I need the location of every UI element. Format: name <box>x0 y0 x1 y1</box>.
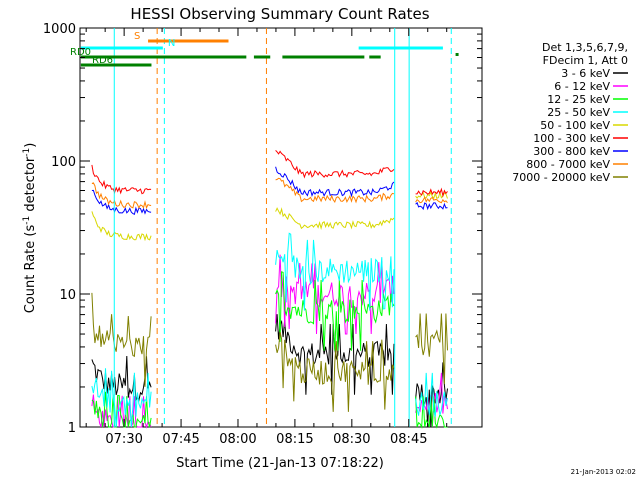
legend-label-5: 100 - 300 keV <box>533 132 610 145</box>
series-6-trace <box>415 201 448 211</box>
y-label-main: Count Rate (s <box>23 225 38 314</box>
series-8-trace <box>275 331 395 412</box>
y-label-sup2: -1 <box>22 148 32 157</box>
series-1 <box>91 254 448 429</box>
y-tick-label-1: 10 <box>59 288 76 303</box>
flag-label-rd6: RD6 <box>92 55 113 66</box>
series-6-trace <box>275 166 395 198</box>
series-8-trace <box>415 313 448 385</box>
series-2-trace <box>275 271 395 351</box>
legend-label-2: 12 - 25 keV <box>547 93 610 106</box>
series-4-trace <box>275 207 395 230</box>
y-label-mid: detector <box>23 156 38 216</box>
x-tick-label-2: 08:00 <box>219 432 256 447</box>
series-2-trace <box>415 396 448 429</box>
y-axis: 1 10 100 1000 <box>43 22 482 436</box>
series-6-trace <box>91 189 152 216</box>
x-axis-label: Start Time (21-Jan-13 07:18:22) <box>176 456 384 471</box>
legend-label-1: 6 - 12 keV <box>554 80 610 93</box>
series-3-trace <box>275 232 395 311</box>
flag-label-n: N <box>168 38 175 49</box>
legend-header-2: FDecim 1, Att 0 <box>543 54 628 67</box>
series-4-trace <box>91 211 152 242</box>
series-1-trace <box>275 254 395 335</box>
legend-label-6: 300 - 800 keV <box>533 145 610 158</box>
series-4 <box>91 190 448 242</box>
legend-label-4: 50 - 100 keV <box>540 119 610 132</box>
legend-label-8: 7000 - 20000 keV <box>512 171 610 184</box>
series-2-trace <box>91 391 152 428</box>
series-7-trace <box>91 182 152 210</box>
series-5 <box>91 150 448 198</box>
x-axis: 07:30 07:45 08:00 08:15 08:30 08:45 <box>85 28 448 447</box>
series-0-trace <box>91 355 152 402</box>
legend-label-7: 800 - 7000 keV <box>526 158 610 171</box>
footer-date: 21-Jan-2013 02:02 <box>571 468 636 476</box>
series-5-trace <box>415 187 448 198</box>
series-8 <box>91 292 448 412</box>
x-tick-label-4: 08:30 <box>333 432 370 447</box>
flag-label-rd0: RD0 <box>70 47 91 58</box>
series-6 <box>91 166 448 216</box>
series-4-trace <box>415 190 448 200</box>
y-tick-label-0: 1 <box>68 421 76 436</box>
legend-label-0: 3 - 6 keV <box>561 67 610 80</box>
event-lines <box>113 28 452 427</box>
legend-header-1: Det 1,3,5,6,7,9, <box>542 41 628 54</box>
series-5-trace <box>275 150 395 179</box>
legend: Det 1,3,5,6,7,9, FDecim 1, Att 0 3 - 6 k… <box>512 41 628 184</box>
y-label-end: ) <box>23 143 38 148</box>
y-label-sup1: -1 <box>22 216 32 225</box>
x-tick-label-3: 08:15 <box>276 432 313 447</box>
series-3-trace <box>91 368 152 428</box>
x-tick-label-5: 08:45 <box>390 432 427 447</box>
x-tick-label-0: 07:30 <box>105 432 142 447</box>
series-2 <box>91 271 448 429</box>
chart-title: HESSI Observing Summary Count Rates <box>130 5 429 23</box>
series-7-trace <box>415 196 448 204</box>
x-tick-label-1: 07:45 <box>162 432 199 447</box>
series-7 <box>91 177 448 210</box>
y-tick-label-2: 100 <box>51 155 76 170</box>
series-layer <box>91 150 448 429</box>
legend-label-3: 25 - 50 keV <box>547 106 610 119</box>
series-5-trace <box>91 164 152 195</box>
plot-frame <box>79 27 483 428</box>
y-axis-label: Count Rate (s-1 detector-1) <box>22 143 38 314</box>
flag-rd0-dot <box>455 53 459 56</box>
series-8-trace <box>91 292 152 387</box>
flag-label-s: S <box>134 31 140 42</box>
y-tick-label-3: 1000 <box>43 22 76 37</box>
series-7-trace <box>275 177 395 204</box>
series-3 <box>91 232 448 428</box>
series-3-trace <box>415 372 448 417</box>
